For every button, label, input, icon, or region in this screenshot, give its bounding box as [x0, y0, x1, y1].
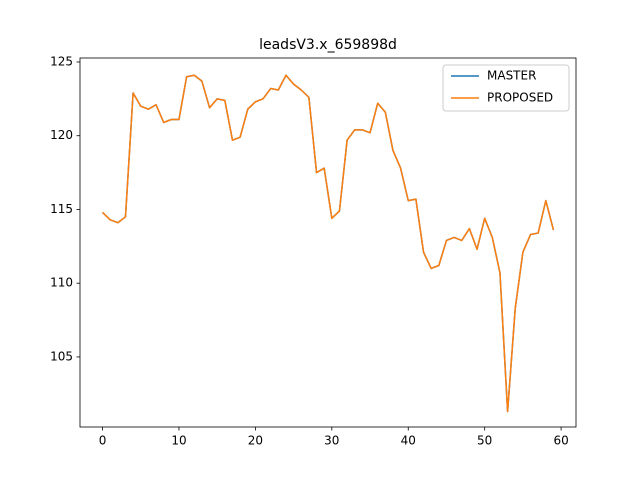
x-tick-label: 0 — [99, 434, 107, 448]
y-tick-label: 115 — [50, 202, 73, 216]
x-tick-label: 60 — [553, 434, 568, 448]
x-tick-label: 20 — [248, 434, 263, 448]
y-tick-label: 105 — [50, 349, 73, 363]
y-tick-label: 125 — [50, 54, 73, 68]
x-tick-label: 40 — [401, 434, 416, 448]
plot-frame — [79, 57, 577, 428]
legend-label: MASTER — [487, 69, 536, 83]
x-tick-label: 10 — [171, 434, 186, 448]
x-tick-label: 30 — [324, 434, 339, 448]
legend-label: PROPOSED — [487, 91, 553, 105]
y-tick-label: 110 — [50, 276, 73, 290]
x-tick-label: 50 — [477, 434, 492, 448]
y-tick-label: 120 — [50, 128, 73, 142]
series-line — [102, 74, 555, 413]
chart-title: leadsV3.x_659898d — [259, 37, 397, 53]
